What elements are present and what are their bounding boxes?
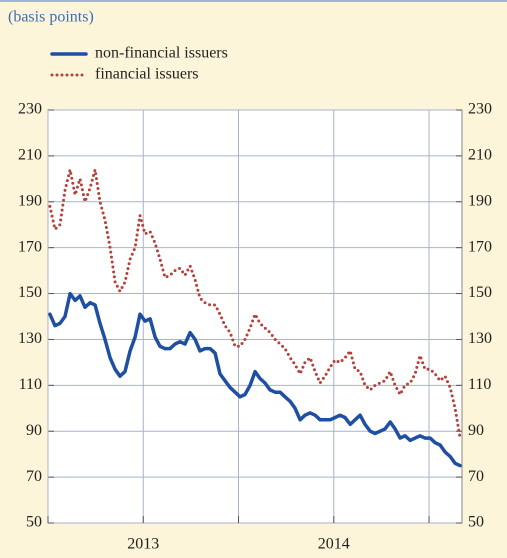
y2-tick-label: 230 [468,101,492,118]
y-tick-label: 170 [18,238,42,255]
y-tick-label: 150 [18,284,42,301]
x-tick-label: 2014 [318,536,350,553]
y2-tick-label: 110 [468,376,491,393]
y-tick-label: 190 [18,192,42,209]
series-line [48,291,462,468]
y2-tick-label: 70 [468,468,484,485]
y2-tick-label: 150 [468,284,492,301]
y-tick-label: 90 [26,422,42,439]
y-tick-label: 130 [18,330,42,347]
y-tick-label: 230 [18,101,42,118]
y2-tick-label: 50 [468,514,484,531]
legend-label: financial issuers [95,66,199,83]
y2-tick-label: 130 [468,330,492,347]
marks [48,168,462,468]
y2-tick-label: 190 [468,192,492,209]
x-tick-label: 2013 [127,536,159,553]
y-tick-label: 70 [26,468,42,485]
y2-tick-label: 210 [468,147,492,164]
y-tick-label: 110 [19,376,42,393]
subtitle: (basis points) [8,9,94,26]
y2-tick-label: 170 [468,238,492,255]
y-tick-label: 50 [26,514,42,531]
y-tick-label: 210 [18,147,42,164]
y2-tick-label: 90 [468,422,484,439]
legend-label: non-financial issuers [95,45,228,62]
